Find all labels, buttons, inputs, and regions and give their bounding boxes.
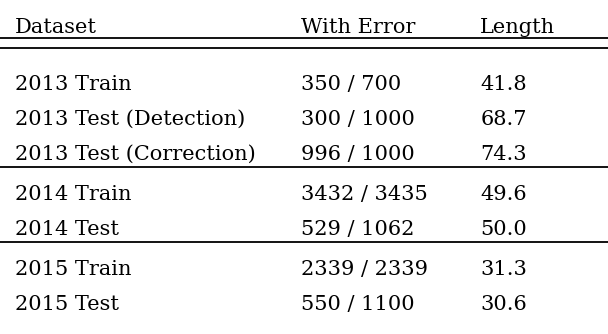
Text: 50.0: 50.0 xyxy=(480,220,527,239)
Text: 31.3: 31.3 xyxy=(480,260,527,279)
Text: 30.6: 30.6 xyxy=(480,295,527,314)
Text: Dataset: Dataset xyxy=(15,18,97,37)
Text: 2014 Train: 2014 Train xyxy=(15,185,132,204)
Text: 529 / 1062: 529 / 1062 xyxy=(301,220,414,239)
Text: 2015 Train: 2015 Train xyxy=(15,260,132,279)
Text: 49.6: 49.6 xyxy=(480,185,527,204)
Text: 350 / 700: 350 / 700 xyxy=(301,75,401,94)
Text: 68.7: 68.7 xyxy=(480,110,527,129)
Text: 996 / 1000: 996 / 1000 xyxy=(301,145,415,164)
Text: Length: Length xyxy=(480,18,556,37)
Text: 2013 Train: 2013 Train xyxy=(15,75,132,94)
Text: With Error: With Error xyxy=(301,18,415,37)
Text: 2013 Test (Correction): 2013 Test (Correction) xyxy=(15,145,256,164)
Text: 74.3: 74.3 xyxy=(480,145,527,164)
Text: 550 / 1100: 550 / 1100 xyxy=(301,295,415,314)
Text: 2013 Test (Detection): 2013 Test (Detection) xyxy=(15,110,246,129)
Text: 2015 Test: 2015 Test xyxy=(15,295,119,314)
Text: 41.8: 41.8 xyxy=(480,75,527,94)
Text: 3432 / 3435: 3432 / 3435 xyxy=(301,185,427,204)
Text: 2339 / 2339: 2339 / 2339 xyxy=(301,260,428,279)
Text: 2014 Test: 2014 Test xyxy=(15,220,119,239)
Text: 300 / 1000: 300 / 1000 xyxy=(301,110,415,129)
